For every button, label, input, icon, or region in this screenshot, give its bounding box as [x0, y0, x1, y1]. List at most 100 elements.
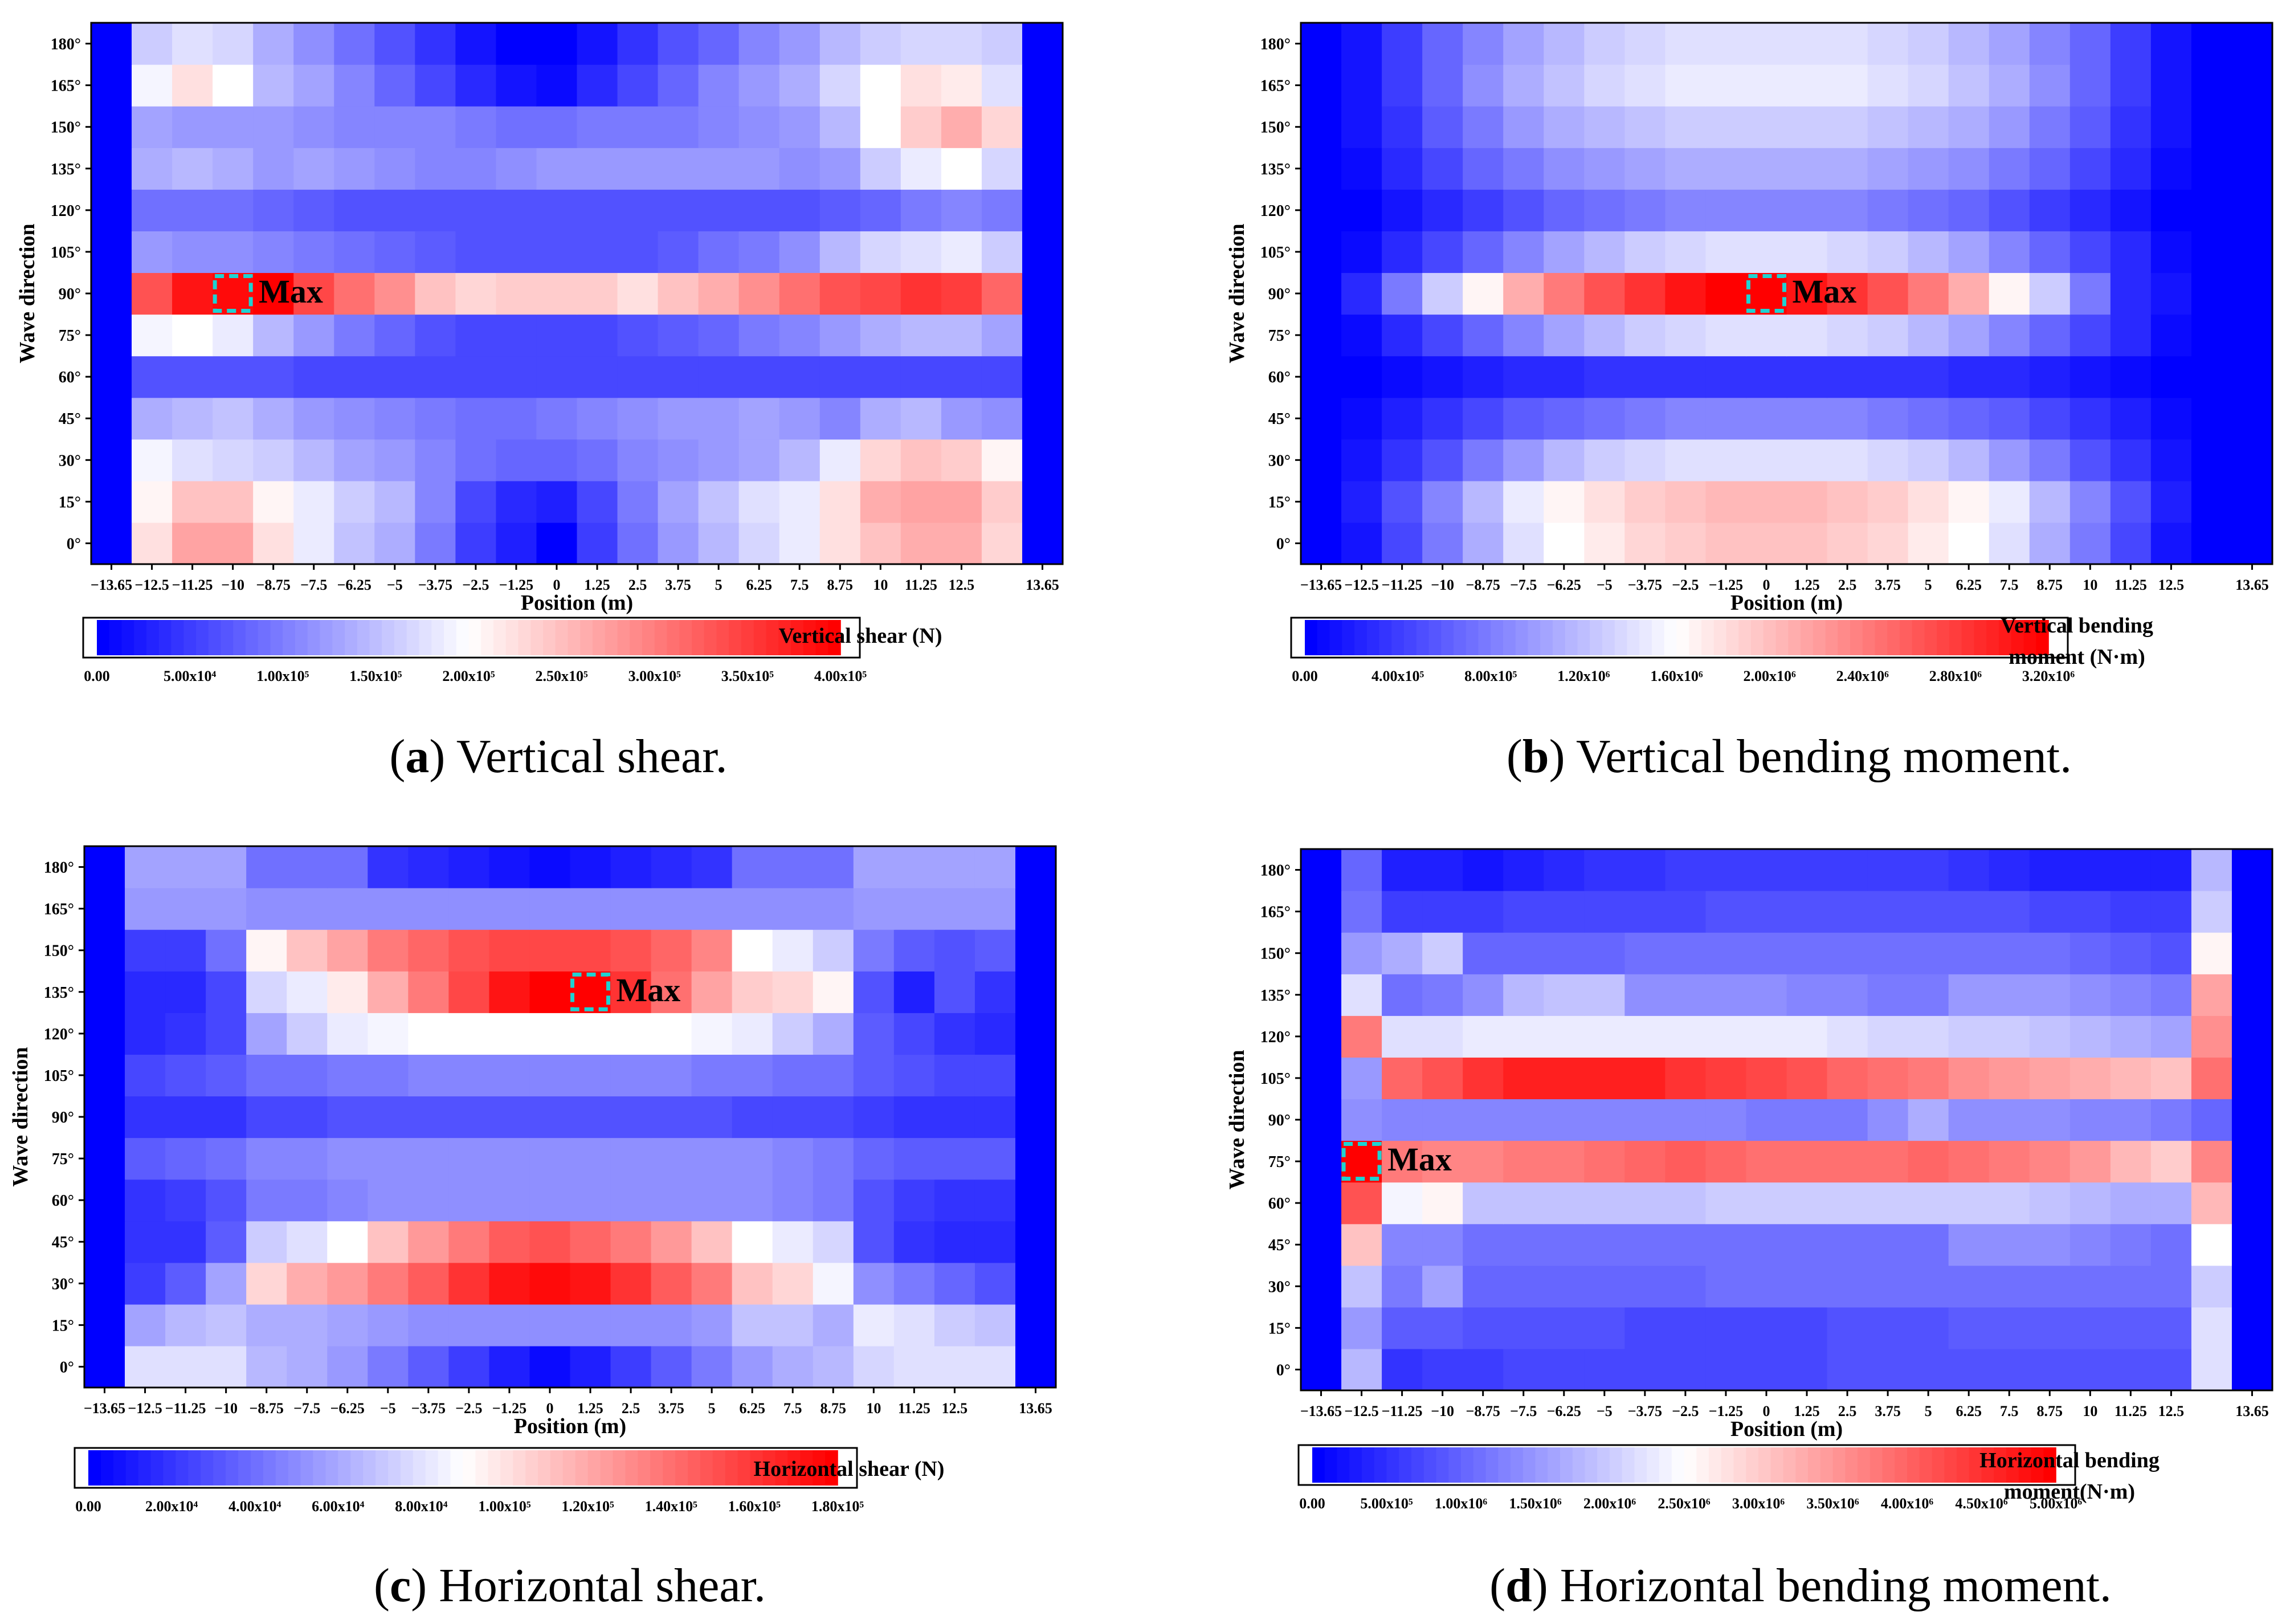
heatmap-cell — [213, 106, 254, 148]
heatmap-cell — [893, 1221, 935, 1263]
heatmap-cell — [1503, 148, 1544, 190]
heatmap-cell — [981, 23, 1023, 65]
heatmap-cell — [1827, 480, 1868, 523]
heatmap-cell — [2029, 1223, 2071, 1266]
heatmap-cell — [691, 1262, 733, 1305]
heatmap-cell — [1022, 480, 1063, 523]
heatmap-cell — [2231, 439, 2273, 482]
heatmap-cell — [698, 23, 740, 65]
heatmap-cell — [489, 929, 530, 972]
x-tick-label: −1.25 — [499, 577, 533, 593]
heatmap-cell — [368, 1137, 409, 1180]
heatmap-cell — [1463, 148, 1504, 190]
heatmap-cell — [1503, 1057, 1544, 1100]
heatmap-cell — [327, 1096, 368, 1139]
heatmap-cell — [1301, 231, 1342, 274]
heatmap-cell — [448, 1054, 490, 1097]
heatmap-cell — [2069, 480, 2111, 523]
heatmap-cell — [1503, 439, 1544, 482]
heatmap-cell — [1827, 314, 1868, 357]
heatmap-cell — [1746, 1099, 1787, 1141]
heatmap-cell — [819, 148, 861, 190]
heatmap-cell — [1341, 891, 1382, 933]
x-tick-label: −7.5 — [300, 577, 327, 593]
heatmap-cell — [1584, 1182, 1625, 1225]
heatmap-cell — [1624, 480, 1666, 523]
heatmap-cell — [577, 439, 618, 482]
colorbar-step — [1423, 1447, 1437, 1483]
heatmap-cell — [1382, 356, 1423, 398]
heatmap-cell — [2191, 1223, 2232, 1266]
heatmap-cell — [1827, 932, 1868, 974]
heatmap-cell — [1705, 522, 1747, 565]
heatmap-cell — [779, 231, 821, 274]
y-tick-label: 165° — [1260, 904, 1291, 921]
heatmap-cell — [2191, 148, 2232, 190]
heatmap-cell — [698, 356, 740, 398]
heatmap-cell — [2069, 849, 2111, 891]
colorbar-step — [295, 620, 308, 655]
heatmap-cell — [536, 189, 578, 231]
heatmap-cell — [1746, 480, 1787, 523]
heatmap-cell — [617, 522, 659, 565]
heatmap-cell — [1463, 1348, 1504, 1391]
y-tick-label: 135° — [1260, 987, 1291, 1005]
heatmap-cell — [1544, 1015, 1585, 1058]
heatmap-cell — [1503, 1182, 1544, 1225]
heatmap-cell — [1341, 1265, 1382, 1308]
colorbar-step — [692, 620, 705, 655]
heatmap-cell — [84, 1221, 125, 1263]
colorbar-step — [438, 1450, 451, 1486]
heatmap-cell — [2069, 272, 2111, 315]
heatmap-cell — [529, 1013, 571, 1055]
heatmap-cell — [1382, 1307, 1423, 1349]
y-tick-label: 15° — [52, 1317, 74, 1335]
heatmap-cell — [455, 148, 497, 190]
heatmap-cell — [1624, 314, 1666, 357]
heatmap-cell — [617, 397, 659, 440]
heatmap-cell — [1624, 397, 1666, 440]
heatmap-cell — [1463, 23, 1504, 65]
heatmap-cell — [772, 1179, 814, 1222]
heatmap-cell — [1908, 356, 1949, 398]
colorbar-step — [1478, 620, 1492, 655]
heatmap-cell — [1022, 439, 1063, 482]
heatmap-cell — [455, 231, 497, 274]
heatmap-cell — [1624, 148, 1666, 190]
heatmap-cell — [287, 1262, 328, 1305]
heatmap-cell — [1382, 148, 1423, 190]
heatmap-cell — [448, 1304, 490, 1346]
heatmap-cell — [455, 314, 497, 357]
heatmap-cell — [1015, 1304, 1056, 1346]
heatmap-cell — [981, 439, 1023, 482]
heatmap-cell — [1301, 148, 1342, 190]
heatmap-cell — [1948, 1057, 1990, 1100]
y-tick-label: 90° — [1268, 285, 1291, 303]
heatmap-cell — [132, 23, 173, 65]
heatmap-cell — [1989, 1057, 2030, 1100]
heatmap-cell — [651, 929, 692, 972]
heatmap-cell — [2150, 106, 2192, 148]
colorbar-step — [1875, 620, 1888, 655]
heatmap-cell — [91, 439, 132, 482]
heatmap-cell — [172, 189, 213, 231]
heatmap-cell — [1022, 397, 1063, 440]
heatmap-cell — [2231, 932, 2273, 974]
heatmap-cell — [658, 356, 699, 398]
colorbar: 0.00 2.00x10⁴ 4.00x10⁴ 6.00x10⁴ 8.00x10⁴ 1.00… — [74, 1447, 944, 1515]
y-tick-label: 45° — [1268, 1237, 1291, 1254]
colorbar-title: moment (N·m) — [2009, 645, 2145, 669]
heatmap-cell — [1665, 1140, 1707, 1183]
colorbar-step — [1689, 620, 1702, 655]
heatmap-cell — [1544, 522, 1585, 565]
colorbar-step — [650, 1450, 663, 1486]
colorbar-step — [766, 620, 779, 655]
max-label: Max — [617, 972, 681, 1009]
heatmap-cell — [1584, 23, 1625, 65]
heatmap-cell — [1665, 439, 1707, 482]
heatmap-cell — [1422, 189, 1463, 231]
heatmap-cell — [496, 64, 537, 107]
heatmap-cell — [1867, 1057, 1909, 1100]
heatmap-cell — [610, 1179, 652, 1222]
heatmap-cell — [246, 1054, 287, 1097]
